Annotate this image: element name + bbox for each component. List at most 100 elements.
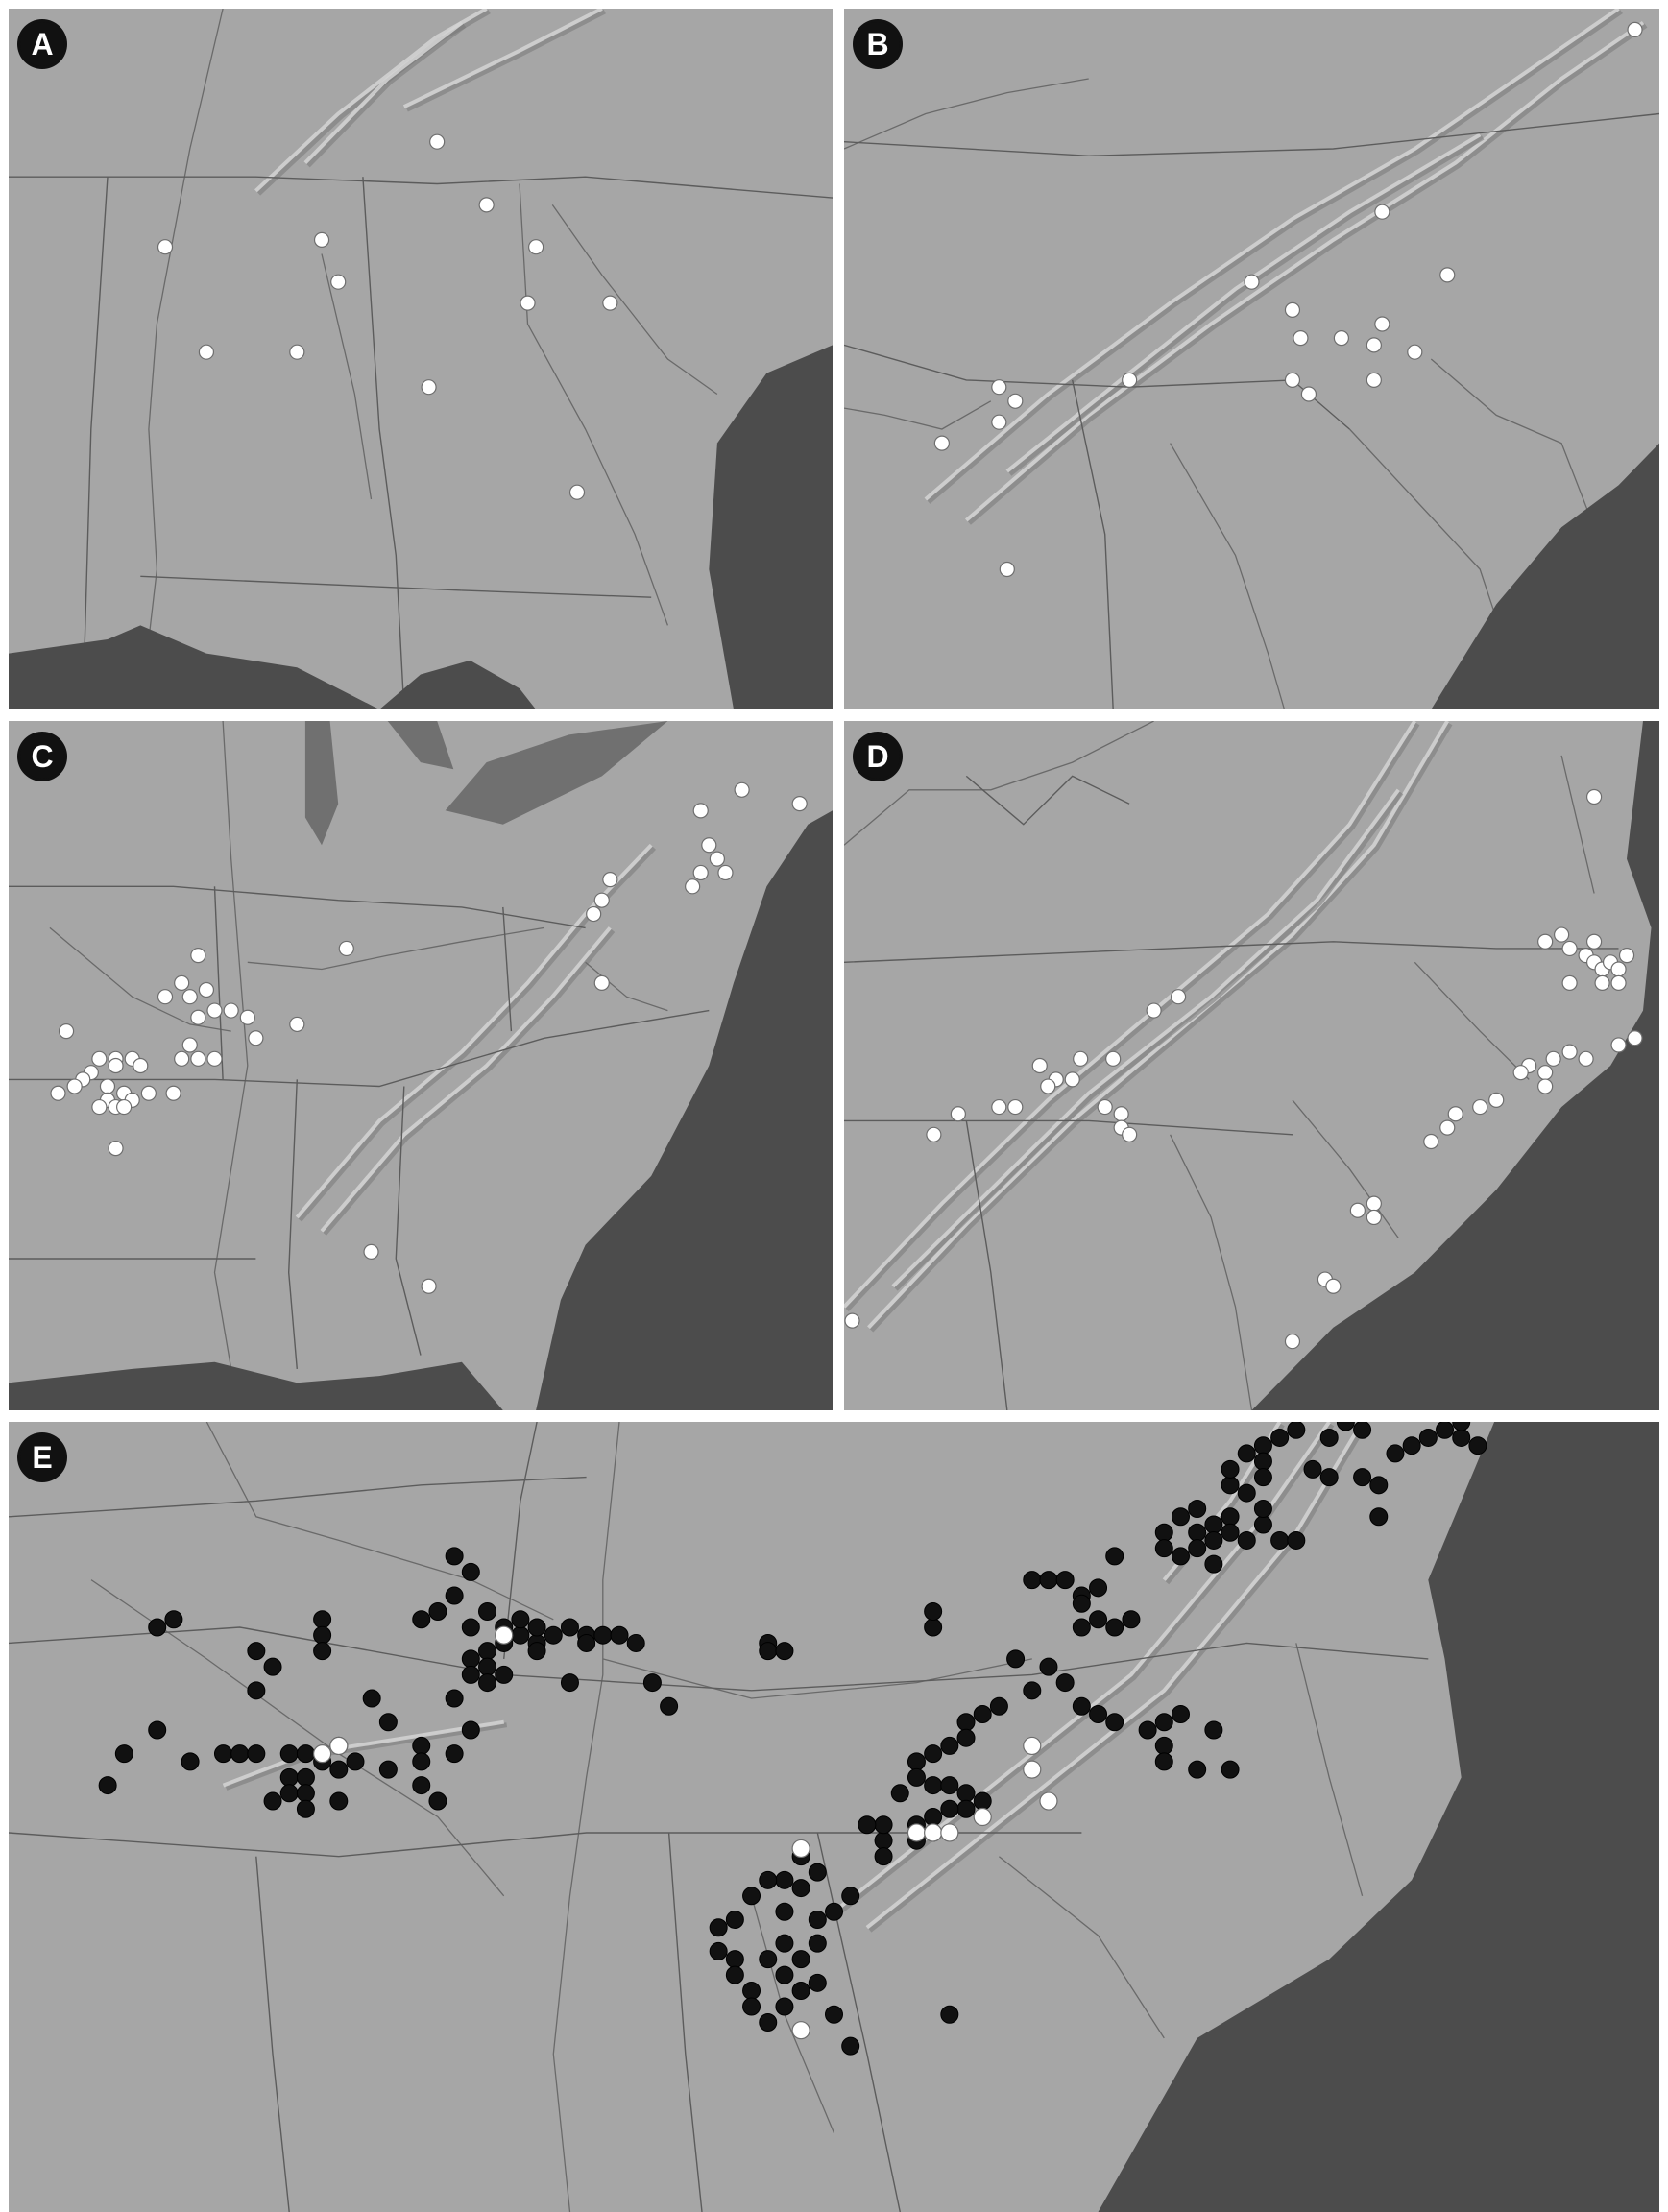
site-marker-black — [1237, 1483, 1256, 1503]
ridge-shadow — [405, 9, 606, 112]
site-marker-black — [1171, 1705, 1190, 1724]
site-marker-white — [709, 851, 725, 867]
site-marker-black — [230, 1744, 250, 1764]
site-marker-black — [1171, 1547, 1190, 1566]
site-marker-black — [759, 1870, 778, 1889]
site-marker-black — [1237, 1530, 1256, 1550]
site-marker-black — [1287, 1530, 1306, 1550]
site-marker-black — [1089, 1610, 1108, 1629]
map-c-svg — [9, 721, 833, 1410]
site-marker-black — [1436, 1422, 1455, 1439]
site-marker-white — [1374, 204, 1390, 220]
site-marker-black — [1105, 1618, 1124, 1637]
ridge-shadow — [967, 23, 1648, 525]
site-marker-black — [956, 1713, 976, 1732]
site-marker-black — [709, 1941, 728, 1960]
site-marker-black — [1154, 1539, 1173, 1558]
site-marker-white — [1578, 1050, 1594, 1067]
site-marker-white — [181, 1037, 198, 1053]
site-marker-white — [1366, 337, 1382, 353]
ridge — [320, 926, 612, 1233]
site-marker-white — [734, 781, 750, 798]
state-border — [844, 1119, 1293, 1136]
map-e-svg — [9, 1422, 1659, 2212]
site-marker-white — [157, 989, 174, 1005]
site-marker-black — [1221, 1523, 1240, 1542]
site-marker-black — [412, 1736, 431, 1755]
site-marker-black — [759, 2012, 778, 2032]
state-border — [965, 1120, 1008, 1410]
site-marker-black — [940, 1799, 959, 1818]
river — [602, 1658, 1032, 1699]
site-marker-black — [296, 1767, 315, 1787]
site-marker-black — [825, 1902, 843, 1921]
site-marker-black — [808, 1934, 827, 1953]
site-marker-black — [445, 1689, 464, 1708]
ridge — [402, 9, 603, 108]
site-marker-black — [791, 1950, 810, 1969]
site-marker-white — [429, 133, 446, 150]
site-marker-white — [140, 1085, 157, 1101]
site-marker-white — [1561, 1044, 1578, 1060]
state-border — [667, 1832, 703, 2212]
ridge-shadow — [225, 1722, 508, 1791]
site-marker-black — [544, 1625, 563, 1645]
site-marker-black — [742, 1997, 761, 2016]
site-marker-white — [190, 1009, 206, 1025]
site-marker-black — [445, 1586, 464, 1605]
site-marker-white — [717, 864, 734, 881]
site-marker-black — [808, 1973, 827, 1992]
ocean — [1431, 443, 1659, 709]
site-marker-black — [247, 1642, 266, 1661]
site-marker-white — [1618, 948, 1635, 964]
state-border — [844, 112, 1659, 157]
panel-label-d: D — [856, 734, 900, 779]
map-d-svg — [844, 721, 1659, 1410]
site-marker-black — [1221, 1507, 1240, 1527]
site-marker-black — [527, 1642, 546, 1661]
site-marker-black — [907, 1767, 926, 1787]
site-marker-black — [1023, 1681, 1042, 1700]
site-marker-black — [1154, 1713, 1173, 1732]
site-marker-white — [1554, 926, 1570, 943]
site-marker-black — [660, 1696, 679, 1716]
site-marker-black — [313, 1642, 332, 1661]
river — [49, 926, 231, 1032]
site-marker-white — [1447, 1106, 1463, 1122]
site-marker-white — [58, 1023, 75, 1040]
site-marker-black — [874, 1847, 893, 1866]
site-marker-white — [1610, 1037, 1627, 1053]
site-marker-black — [775, 1642, 794, 1661]
ridge-shadow — [323, 928, 616, 1236]
site-marker-white — [520, 295, 536, 311]
site-marker-white — [593, 974, 610, 991]
site-marker-black — [1105, 1547, 1124, 1566]
state-border — [9, 176, 833, 199]
site-marker-black — [461, 1665, 480, 1684]
panel-label-b: B — [856, 22, 900, 66]
site-marker-black — [445, 1744, 464, 1764]
ridge — [891, 788, 1400, 1288]
site-marker-black — [940, 2005, 959, 2024]
site-marker-white — [586, 905, 602, 923]
ridge — [924, 9, 1620, 501]
site-marker-black — [1270, 1530, 1290, 1550]
map-a-svg — [9, 9, 833, 709]
site-marker-black — [148, 1720, 167, 1740]
site-marker-black — [313, 1625, 332, 1645]
site-marker-white — [999, 561, 1015, 578]
site-marker-black — [1023, 1571, 1042, 1590]
ridge-shadow — [927, 9, 1623, 504]
site-marker-black — [445, 1547, 464, 1566]
site-marker-white — [1537, 1065, 1554, 1081]
river — [1430, 358, 1595, 528]
site-marker-black — [279, 1767, 299, 1787]
site-marker-black — [1221, 1459, 1240, 1479]
site-marker-black — [1188, 1500, 1207, 1519]
site-marker-black — [1253, 1436, 1272, 1455]
site-marker-black — [1418, 1428, 1438, 1447]
site-marker-white — [1023, 1736, 1042, 1756]
site-marker-white — [198, 981, 215, 998]
site-marker-black — [775, 1902, 794, 1921]
state-border — [9, 1009, 710, 1088]
